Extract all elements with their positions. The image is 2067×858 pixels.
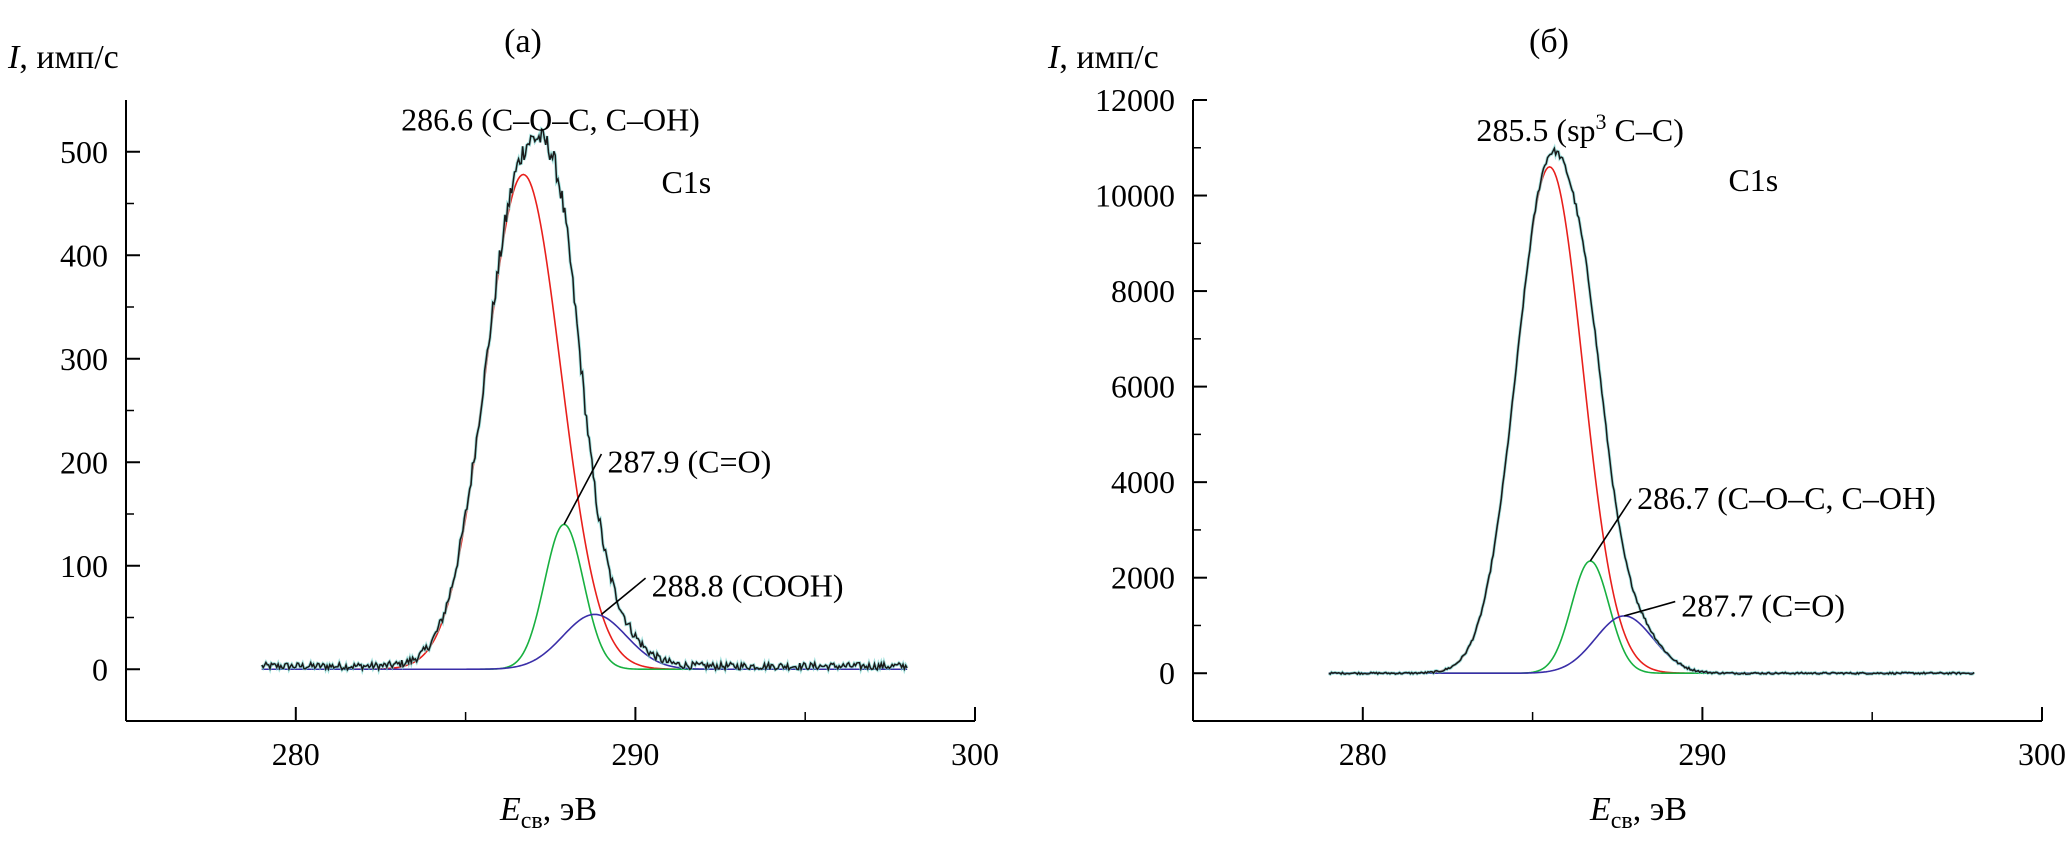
y-tick-label: 12000 — [1095, 82, 1175, 118]
peak-annotation: 288.8 (COOH) — [652, 567, 844, 603]
y-axis-title-symbol: I — [1047, 39, 1061, 76]
spectrum-envelope — [1328, 146, 1975, 676]
x-tick-label: 300 — [951, 736, 999, 772]
x-tick-label: 300 — [2018, 736, 2066, 772]
peak-annotation: 285.5 (sp3 C–C) — [1476, 109, 1683, 148]
component-peak-3 — [1328, 615, 1975, 675]
annotation-text: 286.6 (C–O–C, C–OH) — [401, 102, 700, 138]
x-axis-title-unit: , эВ — [1633, 791, 1687, 828]
y-tick-label: 8000 — [1111, 273, 1175, 309]
annotation-leader-line — [1624, 600, 1676, 617]
x-tick-label: 280 — [272, 736, 320, 772]
annotation-text-after: C–C) — [1607, 112, 1684, 148]
x-axis-title-subscript: св — [1611, 808, 1633, 834]
peak-annotation: 286.6 (C–O–C, C–OH) — [401, 102, 700, 138]
y-tick-label: 6000 — [1111, 369, 1175, 405]
panel-label: (б) — [1529, 23, 1569, 60]
panel-b: 0 2000 4000 6000 8000 10000 12000 280 290 300 I, и… — [1047, 23, 2066, 834]
x-axis-title-unit: , эВ — [543, 791, 597, 828]
annotation-text: 285.5 (sp — [1476, 112, 1595, 148]
y-axis-title: I, имп/с — [1047, 39, 1159, 76]
peak-annotation: 287.7 (C=O) — [1681, 587, 1845, 623]
peak-annotation: 286.7 (C–O–C, C–OH) — [1637, 480, 1936, 516]
y-tick-label: 500 — [60, 134, 108, 170]
envelope-halo — [1328, 143, 1976, 677]
annotation-leader-line — [563, 453, 603, 525]
peak-annotation: C1s — [1728, 162, 1778, 198]
x-axis-title-symbol: E — [499, 791, 521, 828]
y-axis-title-unit: , имп/с — [19, 39, 118, 76]
panel-label: (а) — [504, 23, 542, 60]
y-tick-label: 2000 — [1111, 560, 1175, 596]
x-axis-title-subscript: св — [521, 808, 543, 834]
x-tick-label: 290 — [611, 736, 659, 772]
annotation-text: 287.9 (C=O) — [607, 443, 771, 479]
y-axis-title-unit: , имп/с — [1059, 39, 1158, 76]
component-peak-2 — [1328, 560, 1975, 675]
peak-annotation: C1s — [661, 164, 711, 200]
x-tick-label: 290 — [1678, 736, 1726, 772]
x-axis-title: Eсв, эВ — [1589, 791, 1687, 834]
y-tick-label: 4000 — [1111, 464, 1175, 500]
y-tick-label: 200 — [60, 444, 108, 480]
annotation-text: 288.8 (COOH) — [652, 567, 844, 603]
y-tick-label: 300 — [60, 341, 108, 377]
annotation-text: C1s — [1728, 162, 1778, 198]
annotation-text: 287.7 (C=O) — [1681, 587, 1845, 623]
y-tick-label: 10000 — [1095, 178, 1175, 214]
annotation-leader-line — [600, 577, 647, 616]
annotation-text: C1s — [661, 164, 711, 200]
spectrum-envelope — [261, 127, 908, 673]
x-tick-label: 280 — [1339, 736, 1387, 772]
component-peak-1 — [1328, 166, 1975, 675]
y-axis-title-symbol: I — [7, 39, 21, 76]
y-tick-label: 0 — [1159, 655, 1175, 691]
annotation-superscript: 3 — [1596, 109, 1607, 134]
y-tick-label: 400 — [60, 237, 108, 273]
y-axis-title: I, имп/с — [7, 39, 119, 76]
x-axis-title: Eсв, эВ — [499, 791, 597, 834]
annotation-leader-line — [1589, 498, 1632, 562]
annotation-text: 286.7 (C–O–C, C–OH) — [1637, 480, 1936, 516]
panel-a: 0 100 200 300 400 500 280 290 300 I, имп/с Eсв, эВ… — [7, 23, 999, 834]
peak-annotation: 287.9 (C=O) — [607, 443, 771, 479]
y-tick-label: 0 — [92, 651, 108, 687]
y-tick-label: 100 — [60, 548, 108, 584]
x-axis-title-symbol: E — [1589, 791, 1611, 828]
